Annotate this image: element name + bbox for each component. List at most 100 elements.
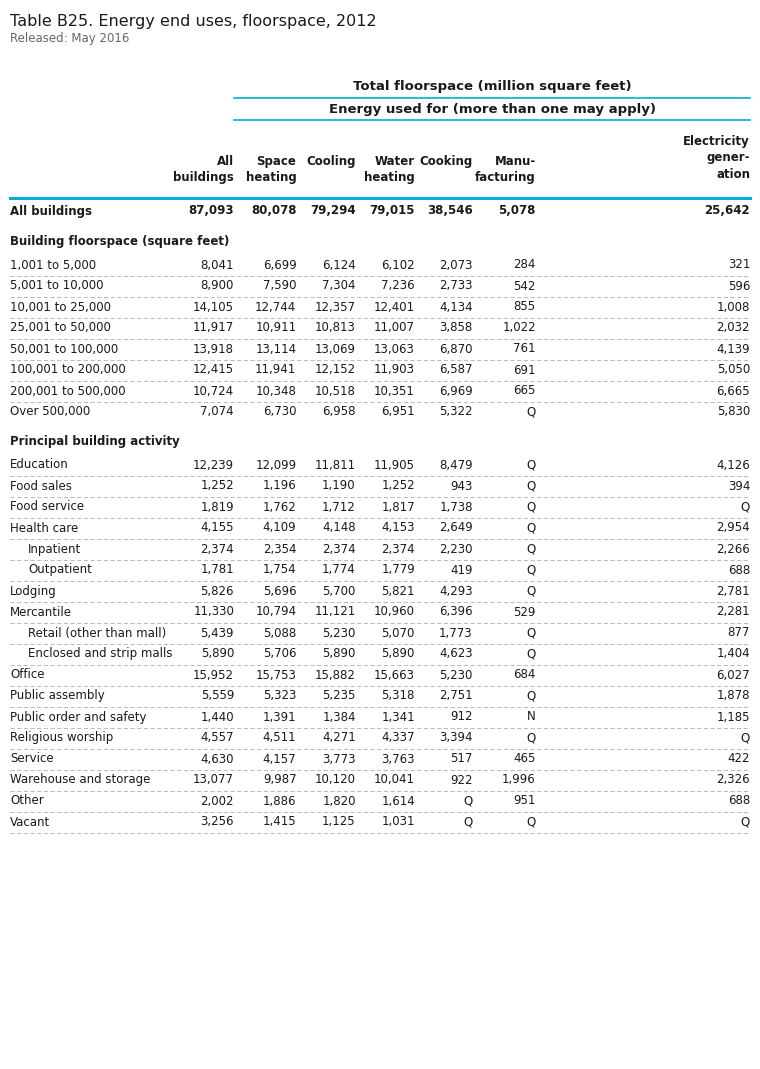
Text: 1,738: 1,738 — [439, 500, 473, 513]
Text: 542: 542 — [514, 279, 536, 293]
Text: 7,074: 7,074 — [201, 405, 234, 418]
Text: 10,041: 10,041 — [374, 774, 415, 787]
Text: 10,348: 10,348 — [255, 385, 296, 398]
Text: 5,439: 5,439 — [201, 626, 234, 639]
Text: 1,754: 1,754 — [263, 563, 296, 576]
Text: Q: Q — [527, 480, 536, 493]
Text: 3,256: 3,256 — [201, 816, 234, 828]
Text: 4,157: 4,157 — [263, 753, 296, 765]
Text: 10,960: 10,960 — [374, 605, 415, 619]
Text: Q: Q — [527, 648, 536, 661]
Text: 2,781: 2,781 — [717, 585, 750, 598]
Text: 87,093: 87,093 — [188, 204, 234, 217]
Text: 8,041: 8,041 — [201, 259, 234, 272]
Text: 284: 284 — [514, 259, 536, 272]
Text: Retail (other than mall): Retail (other than mall) — [28, 626, 166, 639]
Text: 4,153: 4,153 — [382, 522, 415, 534]
Text: Q: Q — [527, 500, 536, 513]
Text: 5,890: 5,890 — [382, 648, 415, 661]
Text: 12,099: 12,099 — [255, 459, 296, 471]
Text: 5,826: 5,826 — [201, 585, 234, 598]
Text: Q: Q — [741, 500, 750, 513]
Text: 665: 665 — [514, 385, 536, 398]
Text: Religious worship: Religious worship — [10, 731, 113, 744]
Text: 6,730: 6,730 — [263, 405, 296, 418]
Text: 1,384: 1,384 — [322, 711, 356, 724]
Text: Education: Education — [10, 459, 68, 471]
Text: 1,125: 1,125 — [322, 816, 356, 828]
Text: 6,124: 6,124 — [322, 259, 356, 272]
Text: 80,078: 80,078 — [251, 204, 296, 217]
Text: 12,357: 12,357 — [315, 300, 356, 313]
Text: 1,440: 1,440 — [201, 711, 234, 724]
Text: 5,830: 5,830 — [717, 405, 750, 418]
Text: 2,230: 2,230 — [439, 542, 473, 556]
Text: 2,073: 2,073 — [439, 259, 473, 272]
Text: 5,230: 5,230 — [322, 626, 356, 639]
Text: 4,511: 4,511 — [263, 731, 296, 744]
Text: 7,590: 7,590 — [263, 279, 296, 293]
Text: 1,252: 1,252 — [201, 480, 234, 493]
Text: 13,918: 13,918 — [193, 342, 234, 356]
Text: 13,077: 13,077 — [193, 774, 234, 787]
Text: 1,001 to 5,000: 1,001 to 5,000 — [10, 259, 96, 272]
Text: 3,394: 3,394 — [439, 731, 473, 744]
Text: 12,152: 12,152 — [315, 363, 356, 376]
Text: Total floorspace (million square feet): Total floorspace (million square feet) — [353, 80, 632, 93]
Text: Principal building activity: Principal building activity — [10, 434, 179, 448]
Text: Mercantile: Mercantile — [10, 605, 72, 619]
Text: 6,969: 6,969 — [439, 385, 473, 398]
Text: 688: 688 — [728, 563, 750, 576]
Text: 5,700: 5,700 — [322, 585, 356, 598]
Text: 5,235: 5,235 — [322, 690, 356, 702]
Text: 5,230: 5,230 — [439, 668, 473, 682]
Text: 12,401: 12,401 — [374, 300, 415, 313]
Text: 5,706: 5,706 — [263, 648, 296, 661]
Text: 2,733: 2,733 — [439, 279, 473, 293]
Text: All buildings: All buildings — [10, 204, 92, 217]
Text: 3,763: 3,763 — [382, 753, 415, 765]
Text: 11,941: 11,941 — [255, 363, 296, 376]
Text: Q: Q — [527, 626, 536, 639]
Text: 394: 394 — [728, 480, 750, 493]
Text: 1,391: 1,391 — [263, 711, 296, 724]
Text: 25,001 to 50,000: 25,001 to 50,000 — [10, 322, 111, 335]
Text: 10,794: 10,794 — [255, 605, 296, 619]
Text: 11,903: 11,903 — [374, 363, 415, 376]
Text: Cooling: Cooling — [306, 155, 356, 168]
Text: 529: 529 — [514, 605, 536, 619]
Text: 6,699: 6,699 — [263, 259, 296, 272]
Text: 1,415: 1,415 — [263, 816, 296, 828]
Text: 1,774: 1,774 — [322, 563, 356, 576]
Text: Table B25. Energy end uses, floorspace, 2012: Table B25. Energy end uses, floorspace, … — [10, 14, 376, 29]
Text: 2,751: 2,751 — [439, 690, 473, 702]
Text: Released: May 2016: Released: May 2016 — [10, 32, 129, 45]
Text: 1,886: 1,886 — [263, 794, 296, 807]
Text: 6,587: 6,587 — [439, 363, 473, 376]
Text: 4,134: 4,134 — [439, 300, 473, 313]
Text: 517: 517 — [451, 753, 473, 765]
Text: 2,032: 2,032 — [717, 322, 750, 335]
Text: 321: 321 — [728, 259, 750, 272]
Text: 6,102: 6,102 — [382, 259, 415, 272]
Text: 761: 761 — [513, 342, 536, 356]
Text: 11,330: 11,330 — [193, 605, 234, 619]
Text: 5,696: 5,696 — [263, 585, 296, 598]
Text: N: N — [527, 711, 536, 724]
Text: 1,819: 1,819 — [201, 500, 234, 513]
Text: 855: 855 — [514, 300, 536, 313]
Text: 11,007: 11,007 — [374, 322, 415, 335]
Text: 688: 688 — [728, 794, 750, 807]
Text: All
buildings: All buildings — [173, 155, 234, 185]
Text: 10,911: 10,911 — [255, 322, 296, 335]
Text: Q: Q — [464, 794, 473, 807]
Text: 4,139: 4,139 — [717, 342, 750, 356]
Text: 10,351: 10,351 — [374, 385, 415, 398]
Text: 1,762: 1,762 — [263, 500, 296, 513]
Text: 5,890: 5,890 — [201, 648, 234, 661]
Text: 5,318: 5,318 — [382, 690, 415, 702]
Text: Food service: Food service — [10, 500, 84, 513]
Text: 4,271: 4,271 — [322, 731, 356, 744]
Text: Over 500,000: Over 500,000 — [10, 405, 90, 418]
Text: 1,404: 1,404 — [717, 648, 750, 661]
